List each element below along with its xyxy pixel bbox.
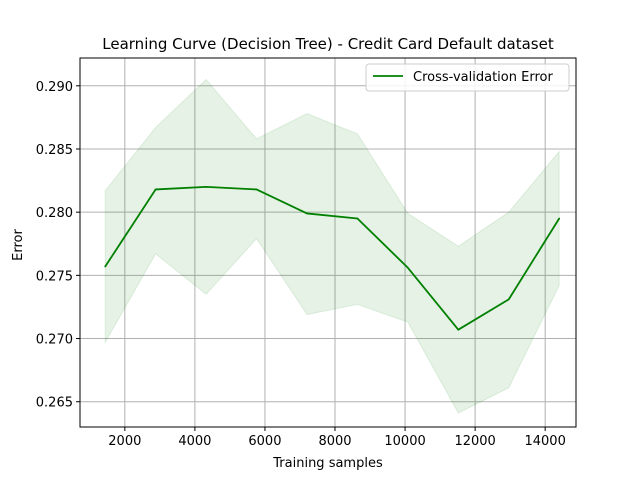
error-band-area <box>104 78 560 414</box>
x-tick-label: 10000 <box>384 434 425 449</box>
cross-validation-error-line <box>104 185 560 331</box>
data-point <box>306 212 308 215</box>
x-tick-label: 12000 <box>454 434 495 449</box>
x-tick-label: 14000 <box>524 434 565 449</box>
y-tick-label: 0.285 <box>36 143 73 158</box>
x-tick-label: 8000 <box>318 434 351 449</box>
data-point <box>356 217 359 220</box>
y-tick-label: 0.290 <box>36 80 73 95</box>
y-tick-label: 0.275 <box>36 269 73 284</box>
x-axis-label: Training samples <box>272 456 383 471</box>
data-point <box>255 188 258 191</box>
x-tick-label: 2000 <box>108 434 141 449</box>
plot-frame <box>79 57 577 428</box>
data-point <box>205 185 208 188</box>
x-tick-label: 6000 <box>248 434 281 449</box>
legend-label: Cross-validation Error <box>413 70 553 85</box>
series-line <box>104 185 561 331</box>
y-axis-label: Error <box>11 229 26 261</box>
data-point <box>104 265 107 268</box>
data-point <box>154 188 157 191</box>
legend-box <box>365 63 570 92</box>
axes <box>79 57 577 428</box>
data-point <box>507 298 510 301</box>
chart-title: Learning Curve (Decision Tree) - Credit … <box>102 35 554 53</box>
x-tick-label: 4000 <box>178 434 211 449</box>
legend: Cross-validation Error <box>365 63 570 92</box>
y-tick-label: 0.280 <box>36 206 73 221</box>
data-point <box>558 217 561 220</box>
data-point <box>457 328 460 331</box>
y-tick-label: 0.270 <box>36 333 73 348</box>
ticks: 2000 4000 6000 8000 10000 12000 14000 0.265 0.27… <box>36 80 566 449</box>
error-band <box>104 78 560 414</box>
data-point <box>406 266 409 269</box>
y-tick-label: 0.265 <box>36 396 73 411</box>
